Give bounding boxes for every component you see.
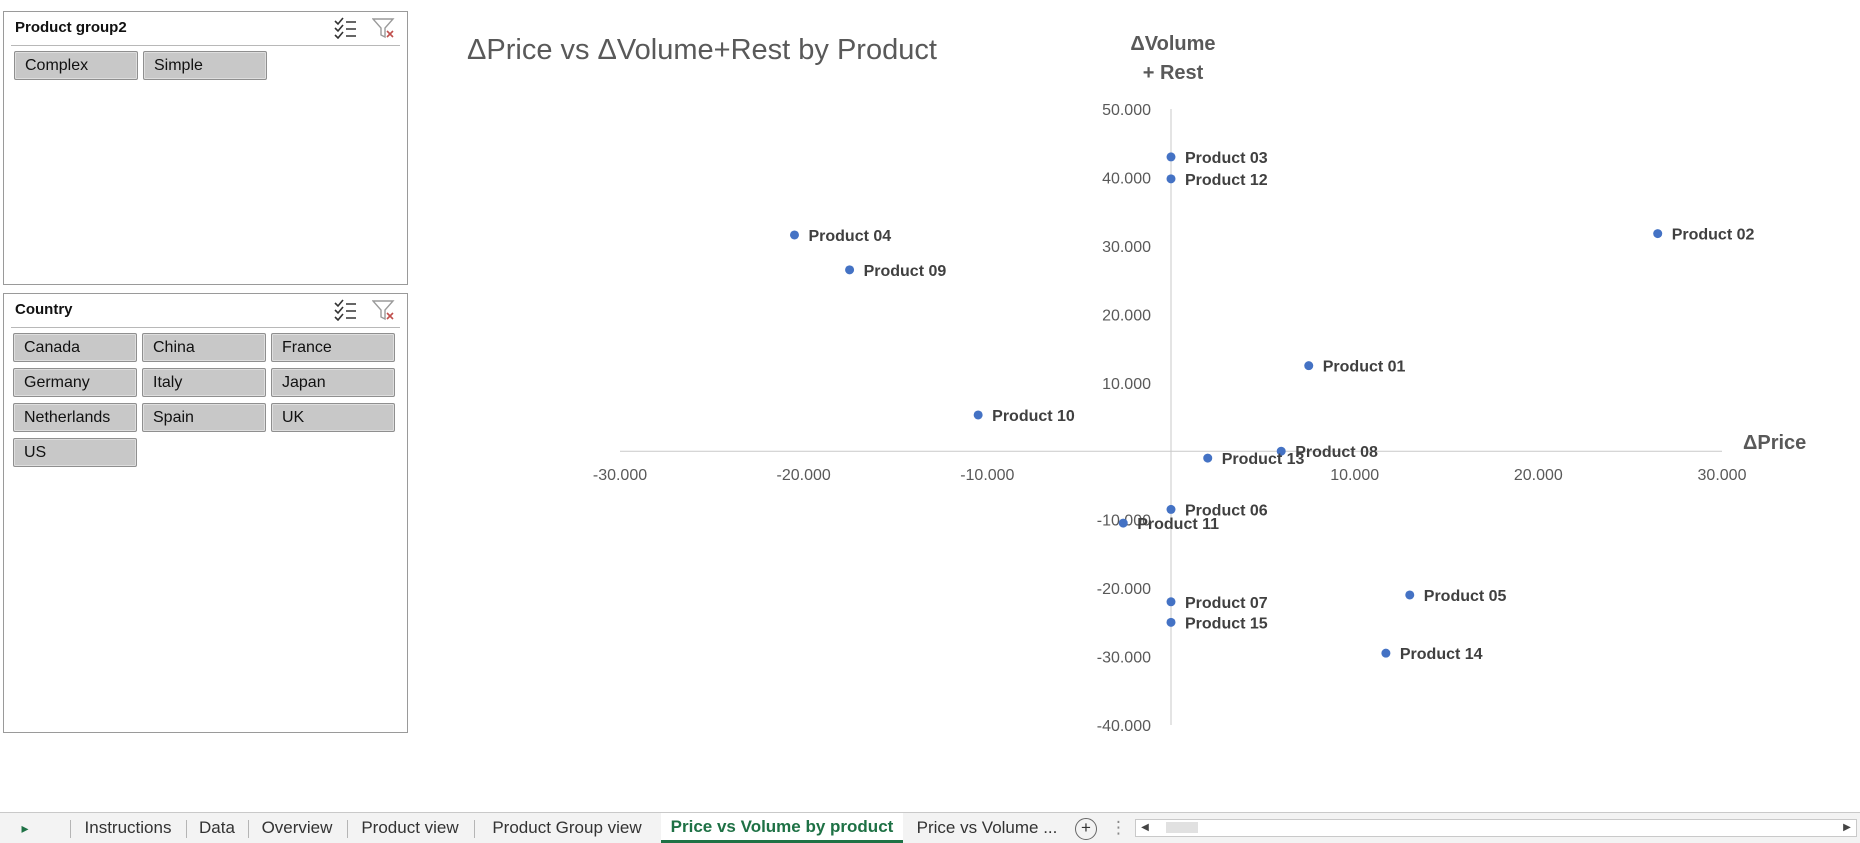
slicer-header: Product group2 (4, 12, 407, 46)
slicer-item-italy[interactable]: Italy (142, 368, 266, 397)
data-point (1381, 648, 1391, 658)
slicer-divider (11, 45, 400, 46)
tab-overview[interactable]: Overview (261, 818, 333, 837)
tab-divider (186, 820, 187, 838)
tab-divider (248, 820, 249, 838)
slicer-item-germany[interactable]: Germany (13, 368, 137, 397)
slicer-item-spain[interactable]: Spain (142, 403, 266, 432)
tab-divider (474, 820, 475, 838)
data-label: Product 04 (808, 228, 891, 245)
data-label: Product 13 (1222, 451, 1305, 468)
data-label: Product 14 (1400, 646, 1483, 663)
data-point (1166, 152, 1176, 162)
slicer-title: Country (15, 301, 73, 318)
slicer-product-group: Product group2 Complex Simple (3, 11, 408, 285)
data-point (1405, 590, 1415, 600)
data-label: Product 07 (1185, 595, 1268, 612)
clear-filter-icon[interactable] (372, 17, 396, 39)
data-point (1166, 504, 1176, 514)
slicer-item-canada[interactable]: Canada (13, 333, 137, 362)
data-point (1653, 229, 1663, 239)
x-tick-label: 20.000 (1514, 467, 1563, 484)
scatter-plot: -30.000 -20.000 -10.000 10.000 20.000 30.000 5… (593, 102, 1755, 735)
slicer-item-simple[interactable]: Simple (143, 51, 267, 80)
y-axis-title: ΔVolume + Rest (1120, 30, 1226, 88)
y-tick-label: 50.000 (1102, 102, 1151, 119)
data-point (1166, 617, 1176, 627)
data-label: Product 11 (1137, 516, 1219, 533)
slicer-country: Country Canada China France Germany Ital… (3, 293, 408, 733)
y-axis-title-line: ΔVolume (1130, 33, 1216, 55)
data-label: Product 09 (864, 263, 947, 280)
x-tick-label: 10.000 (1330, 467, 1379, 484)
slicer-item-china[interactable]: China (142, 333, 266, 362)
slicer-item-complex[interactable]: Complex (14, 51, 138, 80)
x-tick-label: 30.000 (1698, 467, 1747, 484)
data-label: Product 08 (1295, 444, 1378, 461)
data-point (1166, 597, 1176, 607)
x-axis-title: ΔPrice (1743, 432, 1807, 454)
data-label: Product 02 (1672, 227, 1755, 244)
data-point (789, 230, 799, 240)
y-tick-label: 20.000 (1102, 307, 1151, 324)
y-tick-label: -40.000 (1097, 718, 1151, 735)
slicer-title: Product group2 (15, 19, 127, 36)
data-label: Product 06 (1185, 502, 1268, 519)
tab-price-vs-volume-by-product[interactable]: Price vs Volume by product (661, 813, 903, 843)
chart-title: ΔPrice vs ΔVolume+Rest by Product (467, 34, 937, 66)
tab-bar-more-icon[interactable]: ⋮ (1110, 818, 1127, 837)
add-sheet-icon: + (1081, 818, 1091, 837)
horizontal-scrollbar[interactable]: ◀ ▶ (1135, 819, 1857, 837)
tab-data[interactable]: Data (199, 818, 235, 837)
slicer-item-netherlands[interactable]: Netherlands (13, 403, 137, 432)
tab-product-view[interactable]: Product view (361, 818, 459, 837)
sheet-tab-bar: ▸ Instructions Data Overview Product vie… (0, 812, 1860, 843)
multi-select-icon[interactable] (333, 17, 357, 39)
tab-instructions[interactable]: Instructions (84, 818, 172, 837)
data-label: Product 12 (1185, 172, 1268, 189)
data-point (973, 410, 983, 420)
y-tick-label: 30.000 (1102, 239, 1151, 256)
y-tick-label: -20.000 (1097, 581, 1151, 598)
data-point (845, 265, 855, 275)
scrollbar-thumb[interactable] (1166, 822, 1198, 833)
tab-divider (70, 820, 71, 838)
data-label: Product 03 (1185, 150, 1268, 167)
data-label: Product 05 (1424, 588, 1507, 605)
data-label: Product 10 (992, 408, 1075, 425)
x-tick-label: -10.000 (960, 467, 1014, 484)
clear-filter-icon[interactable] (372, 299, 396, 321)
x-tick-label: -20.000 (777, 467, 831, 484)
slicer-item-us[interactable]: US (13, 438, 137, 467)
slicer-item-france[interactable]: France (271, 333, 395, 362)
data-point (1304, 361, 1314, 371)
y-tick-label: -30.000 (1097, 650, 1151, 667)
y-tick-label: 40.000 (1102, 170, 1151, 187)
scroll-left-icon[interactable]: ◀ (1141, 822, 1149, 833)
x-tick-label: -30.000 (593, 467, 647, 484)
slicer-item-uk[interactable]: UK (271, 403, 395, 432)
slicer-item-japan[interactable]: Japan (271, 368, 395, 397)
data-label: Product 15 (1185, 615, 1268, 632)
add-sheet-button[interactable]: + (1075, 818, 1097, 840)
y-tick-label: 10.000 (1102, 376, 1151, 393)
slicer-divider (11, 327, 400, 328)
slicer-header: Country (4, 294, 407, 328)
multi-select-icon[interactable] (333, 299, 357, 321)
tab-nav-arrow[interactable]: ▸ (21, 820, 29, 836)
tab-price-vs-volume[interactable]: Price vs Volume ... (916, 818, 1058, 837)
data-label: Product 01 (1323, 359, 1406, 376)
data-point (1276, 446, 1286, 456)
scroll-right-icon[interactable]: ▶ (1843, 822, 1851, 833)
y-axis-title-line: + Rest (1142, 62, 1204, 84)
tab-divider (347, 820, 348, 838)
data-point (1118, 518, 1128, 528)
tab-product-group-view[interactable]: Product Group view (492, 818, 642, 837)
data-point (1166, 174, 1176, 184)
data-point (1203, 453, 1213, 463)
